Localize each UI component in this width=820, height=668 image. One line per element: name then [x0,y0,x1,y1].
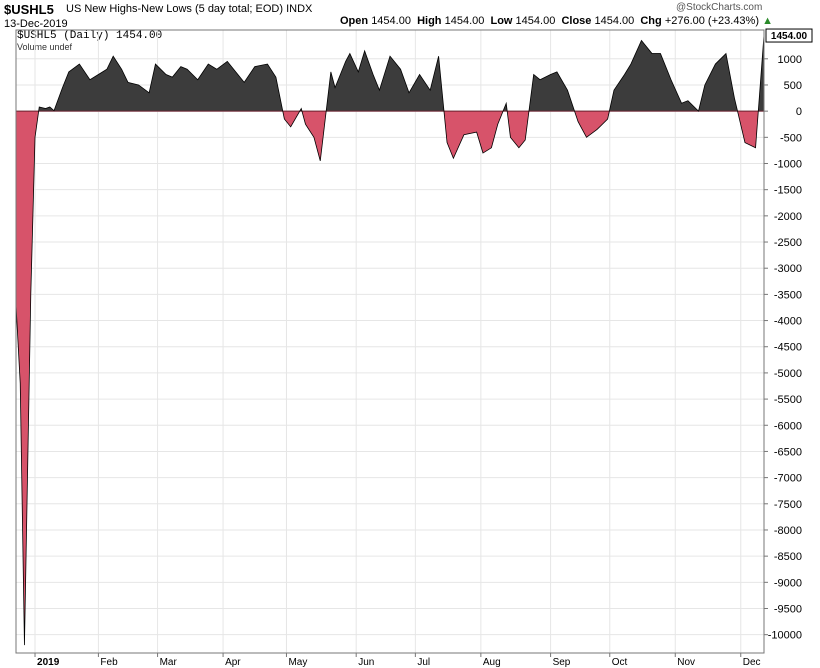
x-tick-label: May [288,657,307,668]
open-value: 1454.00 [371,15,411,27]
x-tick-label: Jun [358,657,374,668]
low-label: Low [490,15,513,27]
y-axis: 1000 500 0 -500 -1000 -1500 -2000 -2500 -3000 -35… [764,54,802,642]
y-tick-label: -7500 [774,499,802,511]
positive-area [16,35,764,112]
close-label: Close [561,15,592,27]
y-tick-label: -5000 [774,368,802,380]
x-tick-label: Feb [100,657,118,668]
x-tick-label: Nov [677,657,695,668]
y-tick-label: -6500 [774,446,802,458]
open-label: Open [340,15,369,27]
y-tick-label: -1500 [774,185,802,197]
y-tick-label: -8500 [774,551,802,563]
last-value-marker: 1454.00 [765,28,813,43]
y-tick-label: -1000 [774,159,802,171]
low-value: 1454.00 [515,15,556,27]
x-tick-label: Jul [417,657,430,668]
y-tick-label: -4000 [774,316,802,328]
chg-value: +276.00 (+23.43%) [664,15,759,27]
x-tick-label: Oct [612,657,628,668]
gridlines [16,30,764,653]
y-tick-label: 1000 [778,54,802,66]
high-value: 1454.00 [444,15,485,27]
y-tick-label: -500 [780,132,802,144]
y-tick-label: -3000 [774,263,802,275]
volume-legend: Volume undef [17,42,73,52]
y-tick-label: 500 [784,80,802,92]
last-value-label: 1454.00 [771,31,808,42]
ohlc-readout: Open 1454.00 High 1454.00 Low 1454.00 Cl… [340,15,773,27]
plot-frame [15,29,765,654]
stockcharts-watermark[interactable]: @StockCharts.com [676,2,763,13]
up-arrow-icon: ▲ [762,15,773,27]
y-tick-label: -8000 [774,525,802,537]
y-tick-label: -6000 [774,420,802,432]
chart-symbol: $USHL5 [4,2,54,17]
series-area [15,35,765,646]
chart-date: 13-Dec-2019 [4,18,68,30]
chart-description: US New Highs-New Lows (5 day total; EOD)… [66,3,312,15]
description-text: US New Highs-New Lows (5 day total; EOD) [66,3,284,15]
y-tick-label: 0 [796,106,802,118]
series-legend: $USHL5 (Daily) 1454.00 [17,30,163,42]
x-tick-label: Dec [743,657,761,668]
close-value: 1454.00 [594,15,635,27]
series-line [15,35,765,646]
last-value-box [765,28,813,43]
y-tick-label: -2500 [774,237,802,249]
y-tick-label: -3500 [774,289,802,301]
x-tick-label: Mar [160,657,178,668]
y-tick-label: -9500 [774,604,802,616]
high-label: High [417,15,442,27]
y-tick-label: -10000 [768,630,802,642]
x-tick-label: Aug [483,657,501,668]
y-tick-label: -4500 [774,342,802,354]
chg-label: Chg [640,15,662,27]
exchange-text: INDX [286,3,313,15]
negative-area [16,111,759,646]
y-tick-label: -9000 [774,577,802,589]
y-tick-label: -7000 [774,473,802,485]
y-tick-label: -2000 [774,211,802,223]
x-axis: 2019 Feb Mar Apr May Jun Jul Aug Sep Oct Nov Dec [34,653,761,668]
x-tick-label: Sep [553,657,571,668]
x-tick-label: 2019 [37,657,60,668]
x-tick-label: Apr [225,657,241,668]
y-tick-label: -5500 [774,394,802,406]
